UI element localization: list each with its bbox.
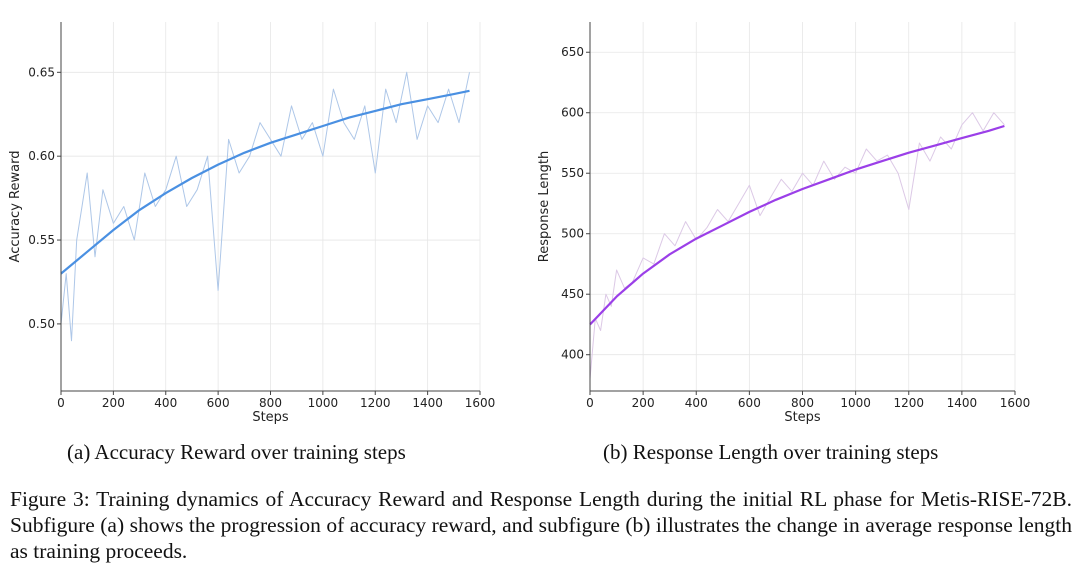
raw-series-line [60, 71, 470, 342]
y-tick-label: 650 [561, 45, 584, 59]
x-tick-label: 0 [57, 396, 65, 410]
figure-caption: Figure 3: Training dynamics of Accuracy … [10, 487, 1072, 563]
y-tick-label: 450 [561, 287, 584, 301]
trend-line [60, 89, 470, 275]
x-tick-label: 400 [154, 396, 177, 410]
y-tick-label: 600 [561, 106, 584, 120]
x-tick-label: 600 [738, 396, 761, 410]
y-tick-label: 0.60 [28, 149, 55, 163]
x-tick-label: 1200 [893, 396, 924, 410]
y-tick-label: 400 [561, 348, 584, 362]
x-tick-label: 200 [102, 396, 125, 410]
x-tick-label: 800 [259, 396, 282, 410]
y-tick-label: 500 [561, 227, 584, 241]
subfigure-b-caption: (b) Response Length over training steps [603, 440, 939, 464]
y-tick-label: 0.50 [28, 317, 55, 331]
x-tick-label: 400 [685, 396, 708, 410]
x-tick-label: 1000 [840, 396, 871, 410]
response-length-plot: 0 200 400 600 800 1000 1200 1400 1600 400 450 500 55… [537, 22, 1031, 425]
x-tick-label: 1400 [947, 396, 978, 410]
x-tick-label: 1400 [412, 396, 443, 410]
y-axis-label: Accuracy Reward [8, 151, 23, 263]
x-tick-label: 1600 [465, 396, 496, 410]
x-tick-label: 600 [207, 396, 230, 410]
subfigure-a-caption: (a) Accuracy Reward over training steps [67, 440, 406, 464]
trend-line [589, 124, 1005, 326]
x-tick-label: 200 [632, 396, 655, 410]
x-tick-label: 1000 [308, 396, 339, 410]
accuracy-reward-chart: 0 200 400 600 800 1000 1200 1400 1600 0.50 0.55 0.6… [0, 0, 540, 430]
x-tick-label: 800 [791, 396, 814, 410]
accuracy-reward-plot: 0 200 400 600 800 1000 1200 1400 1600 0.50 0.55 0.6… [8, 22, 496, 425]
raw-series-line [589, 112, 1005, 379]
y-tick-label: 550 [561, 166, 584, 180]
y-axis-label: Response Length [537, 151, 552, 262]
x-axis-label: Steps [252, 410, 289, 425]
x-axis-label: Steps [784, 410, 821, 425]
y-tick-label: 0.65 [28, 65, 55, 79]
x-tick-label: 1600 [1000, 396, 1031, 410]
x-tick-label: 1200 [360, 396, 391, 410]
response-length-chart: 0 200 400 600 800 1000 1200 1400 1600 400 450 500 55… [530, 0, 1080, 430]
x-tick-label: 0 [586, 396, 594, 410]
y-tick-label: 0.55 [28, 233, 55, 247]
